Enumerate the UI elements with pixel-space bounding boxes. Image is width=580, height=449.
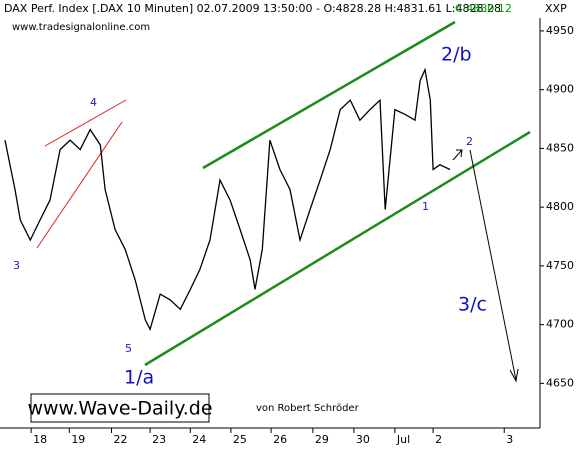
channel-upper: [202, 20, 456, 170]
annotation: 2/b: [441, 44, 472, 66]
x-tick-label: 2: [435, 433, 442, 446]
forecast-arrow: [469, 149, 517, 381]
y-tick-label: 4900: [546, 83, 574, 96]
x-tick-label: 22: [114, 433, 128, 446]
x-tick-label: 19: [71, 433, 85, 446]
y-tick-label: 4800: [546, 200, 574, 213]
x-tick-label: 23: [152, 433, 166, 446]
annotation: 3/c: [458, 294, 487, 316]
x-tick-label: 18: [33, 433, 47, 446]
source: www.tradesignalonline.com: [12, 22, 150, 33]
small-arrow: [452, 149, 463, 161]
x-tick-label: 24: [192, 433, 206, 446]
y-tick-label: 4750: [546, 259, 574, 272]
x-tick-label: Jul: [396, 433, 410, 446]
x-tick-label: 25: [233, 433, 247, 446]
x-tick-label: 3: [506, 433, 513, 446]
x-tick-label: 30: [356, 433, 370, 446]
brand-box: [30, 393, 210, 423]
y-tick-label: 4700: [546, 318, 574, 331]
author: von Robert Schröder: [256, 403, 360, 414]
y-tick-label: 4850: [546, 141, 574, 154]
y-tick-label: 4950: [546, 24, 574, 37]
chart-title: DAX Perf. Index [.DAX 10 Minuten] 02.07.…: [4, 2, 501, 15]
annotation: 2: [466, 135, 473, 148]
wedge-upper: [44, 99, 127, 147]
axis-tag: XXP: [545, 2, 567, 15]
annotation: 4: [90, 96, 97, 109]
channel-lower: [144, 130, 531, 367]
price-line: [4, 67, 451, 332]
annotation: 5: [125, 342, 132, 355]
annotation: 1: [422, 200, 429, 213]
close-label: C:4830.12: [455, 2, 512, 15]
y-tick-label: 4650: [546, 376, 574, 389]
x-tick-label: 29: [315, 433, 329, 446]
annotation: 3: [13, 259, 20, 272]
annotation: 1/a: [124, 367, 154, 389]
arrow-head: [509, 368, 519, 383]
wedge-lower: [36, 121, 123, 249]
brand: www.Wave-Daily.de: [27, 398, 212, 420]
x-tick-label: 26: [273, 433, 287, 446]
